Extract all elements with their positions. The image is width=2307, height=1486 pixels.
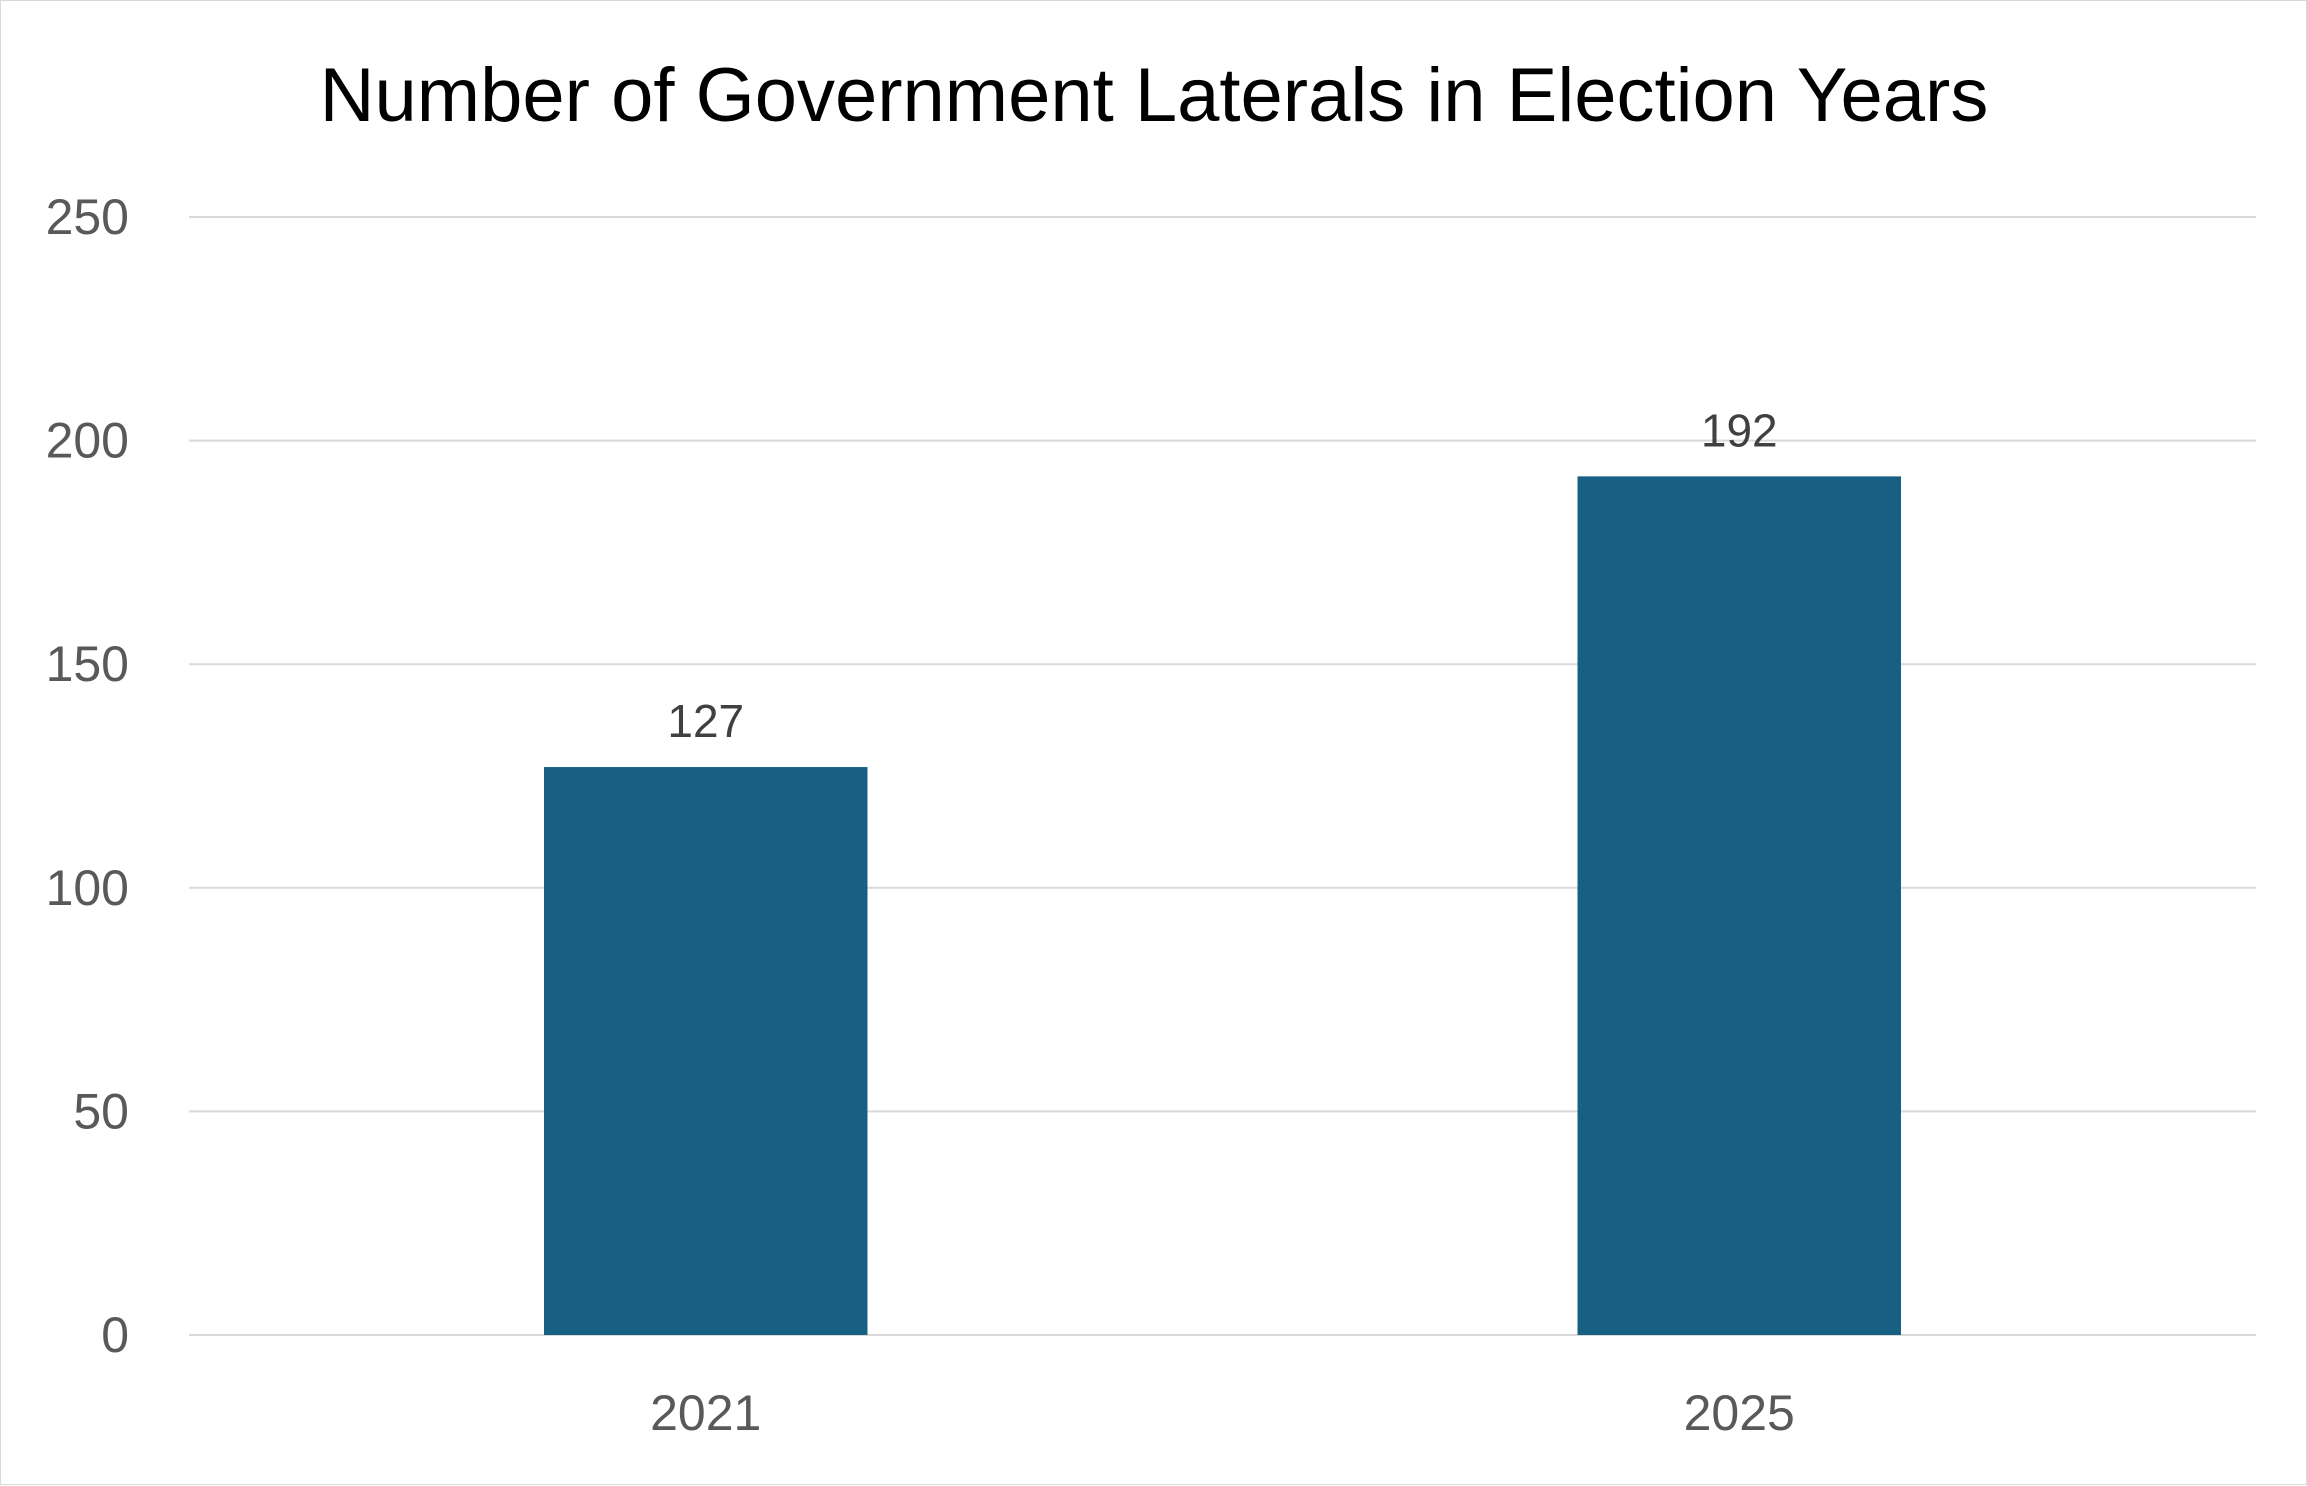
y-axis-tick-labels: 0 50 100 150 200 250: [46, 189, 129, 1363]
bars: [544, 476, 1901, 1336]
x-axis-tick-labels: 2021 2025: [650, 1385, 1795, 1441]
data-label-2021: 127: [667, 695, 744, 747]
x-tick-label-2021: 2021: [650, 1385, 761, 1441]
bar-2025: [1577, 476, 1901, 1336]
y-tick-label: 0: [101, 1307, 129, 1363]
x-tick-label-2025: 2025: [1684, 1385, 1795, 1441]
y-tick-label: 250: [46, 189, 129, 245]
data-labels: 127 192: [667, 404, 1777, 747]
y-tick-label: 200: [46, 413, 129, 469]
bar-2021: [544, 767, 868, 1335]
y-tick-label: 150: [46, 636, 129, 692]
chart-title: Number of Government Laterals in Electio…: [320, 53, 1989, 138]
y-tick-label: 100: [46, 860, 129, 916]
gridlines: [189, 216, 2256, 1336]
data-label-2025: 192: [1701, 404, 1778, 456]
y-tick-label: 50: [73, 1083, 129, 1139]
